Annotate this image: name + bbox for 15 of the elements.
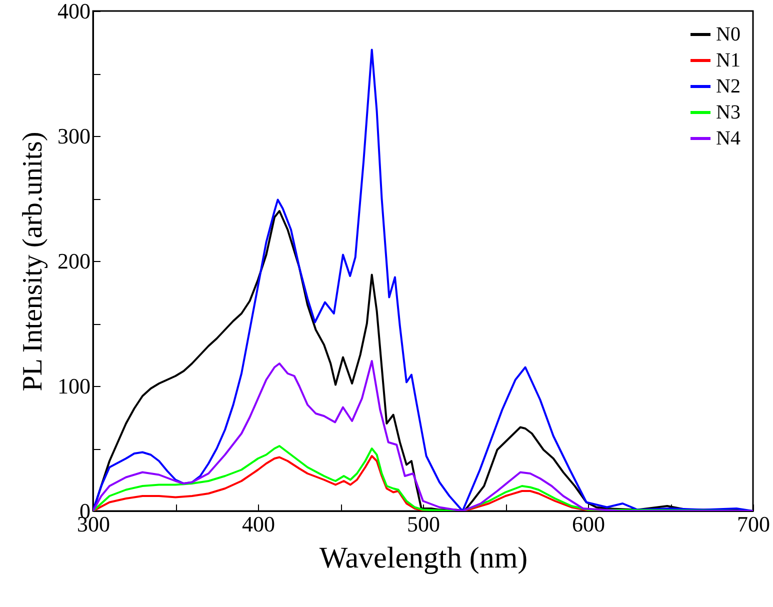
- y-axis-title: PL Intensity (arb.units): [18, 132, 48, 392]
- y-tick-label: 400: [58, 0, 90, 24]
- x-tick-label: 600: [572, 512, 605, 536]
- y-tick-label: 200: [58, 248, 90, 274]
- y-tick-label: 100: [58, 374, 90, 398]
- legend-label: N3: [716, 102, 740, 124]
- legend-label: N2: [716, 76, 740, 98]
- legend-label: N4: [716, 128, 740, 150]
- x-tick-label: 400: [242, 512, 275, 536]
- legend-label: N1: [716, 50, 740, 72]
- x-tick-label: 700: [737, 512, 770, 536]
- x-tick-label: 500: [407, 512, 440, 536]
- x-axis-title: Wavelength (nm): [319, 542, 528, 574]
- y-tick-label: 300: [58, 124, 90, 148]
- legend-label: N0: [716, 24, 740, 46]
